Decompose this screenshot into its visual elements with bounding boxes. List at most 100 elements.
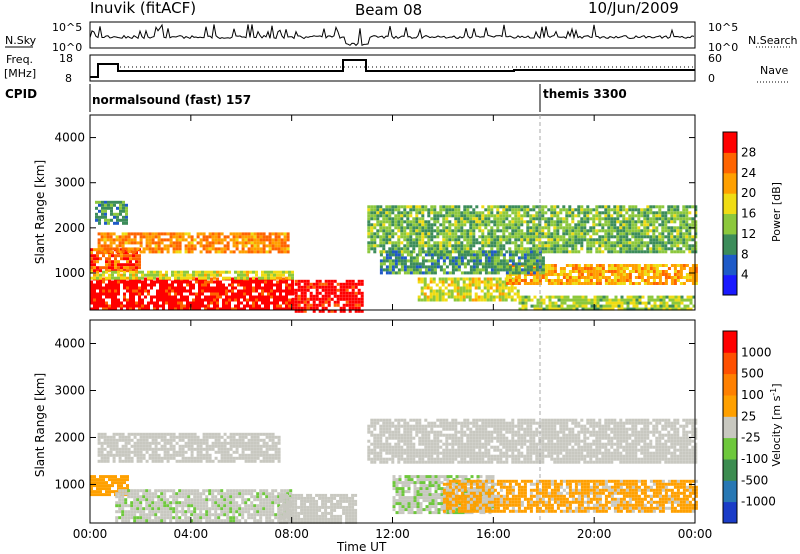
power-cell bbox=[397, 214, 401, 218]
power-cell bbox=[466, 262, 470, 266]
velocity-cell bbox=[93, 490, 96, 494]
power-cell bbox=[472, 232, 476, 236]
power-cell bbox=[142, 250, 146, 254]
power-cell bbox=[601, 241, 605, 245]
power-cell bbox=[643, 270, 647, 273]
power-cell bbox=[232, 250, 236, 254]
power-cell bbox=[610, 267, 614, 270]
power-cell bbox=[406, 244, 410, 248]
power-cell bbox=[256, 232, 260, 236]
power-cell bbox=[593, 304, 597, 308]
power-cell bbox=[661, 270, 665, 273]
power-cell bbox=[102, 280, 105, 284]
velocity-cell bbox=[265, 510, 269, 514]
power-cell bbox=[367, 244, 371, 248]
power-cell bbox=[486, 286, 490, 290]
power-cell bbox=[683, 298, 687, 302]
power-cell bbox=[129, 295, 132, 299]
power-cell bbox=[231, 283, 234, 287]
power-cell bbox=[453, 286, 457, 290]
power-cell bbox=[682, 282, 686, 285]
power-cell bbox=[403, 211, 407, 215]
power-cell bbox=[586, 244, 590, 248]
power-cell bbox=[445, 220, 449, 224]
power-cell bbox=[682, 276, 686, 279]
power-cell bbox=[201, 273, 204, 277]
power-cell bbox=[553, 229, 557, 233]
power-cell bbox=[481, 229, 485, 233]
velocity-cell bbox=[217, 513, 221, 517]
power-cell bbox=[595, 217, 599, 221]
power-cell bbox=[104, 221, 107, 225]
velocity-cell bbox=[100, 432, 104, 436]
power-cell bbox=[138, 304, 141, 308]
power-cell bbox=[685, 247, 689, 251]
velocity-cell bbox=[142, 510, 146, 514]
power-cell bbox=[649, 238, 653, 242]
power-cell bbox=[504, 286, 508, 290]
power-cell bbox=[93, 266, 96, 270]
power-cell bbox=[499, 223, 503, 227]
power-cell bbox=[270, 295, 273, 299]
power-cell bbox=[505, 226, 509, 230]
power-cell bbox=[544, 247, 548, 251]
power-cell bbox=[454, 226, 458, 230]
power-cell bbox=[388, 262, 392, 266]
power-cell bbox=[541, 217, 545, 221]
power-cell bbox=[547, 247, 551, 251]
power-cell bbox=[541, 268, 545, 272]
velocity-cell bbox=[238, 492, 242, 496]
power-cell bbox=[637, 238, 641, 242]
power-cell bbox=[397, 247, 401, 251]
power-cell bbox=[121, 235, 125, 239]
power-cell bbox=[451, 223, 455, 227]
velocity-cell bbox=[130, 510, 134, 514]
power-cell bbox=[454, 232, 458, 236]
power-cell bbox=[625, 247, 629, 251]
power-cell bbox=[339, 294, 343, 298]
power-cell bbox=[370, 226, 374, 230]
velocity-cell bbox=[99, 490, 102, 494]
power-cell bbox=[632, 295, 636, 299]
power-cell bbox=[379, 235, 383, 239]
velocity-cell bbox=[127, 495, 131, 499]
power-cell bbox=[661, 220, 665, 224]
velocity-cell bbox=[193, 489, 197, 493]
power-cell bbox=[550, 214, 554, 218]
power-cell bbox=[348, 291, 352, 295]
power-cell bbox=[556, 250, 560, 254]
power-cell bbox=[315, 288, 319, 292]
power-cell bbox=[604, 235, 608, 239]
power-cell bbox=[634, 247, 638, 251]
power-cell bbox=[126, 286, 129, 290]
velocity-cell bbox=[154, 510, 158, 514]
power-cell bbox=[632, 298, 636, 302]
power-cell bbox=[457, 214, 461, 218]
velocity-cell bbox=[133, 519, 137, 523]
power-cell bbox=[685, 217, 689, 221]
power-cell bbox=[448, 271, 452, 275]
velocity-cell bbox=[112, 444, 116, 448]
power-cell bbox=[207, 286, 210, 290]
power-cell bbox=[539, 304, 543, 308]
power-cell bbox=[379, 253, 383, 257]
power-cell bbox=[174, 295, 177, 299]
power-cell bbox=[517, 259, 521, 263]
power-cell bbox=[97, 232, 101, 236]
power-cell bbox=[403, 226, 407, 230]
power-cell bbox=[141, 280, 144, 284]
power-cell bbox=[276, 301, 279, 305]
power-cell bbox=[670, 211, 674, 215]
velocity-cell bbox=[118, 492, 122, 496]
power-cell bbox=[498, 286, 502, 290]
power-cell bbox=[120, 248, 123, 252]
power-cell bbox=[646, 214, 650, 218]
power-cell bbox=[255, 304, 258, 308]
power-cell bbox=[107, 206, 110, 210]
velocity-cell bbox=[253, 504, 257, 508]
power-cell bbox=[604, 270, 608, 273]
power-cell bbox=[535, 250, 539, 254]
power-cell bbox=[262, 247, 266, 251]
power-cell bbox=[219, 307, 222, 311]
